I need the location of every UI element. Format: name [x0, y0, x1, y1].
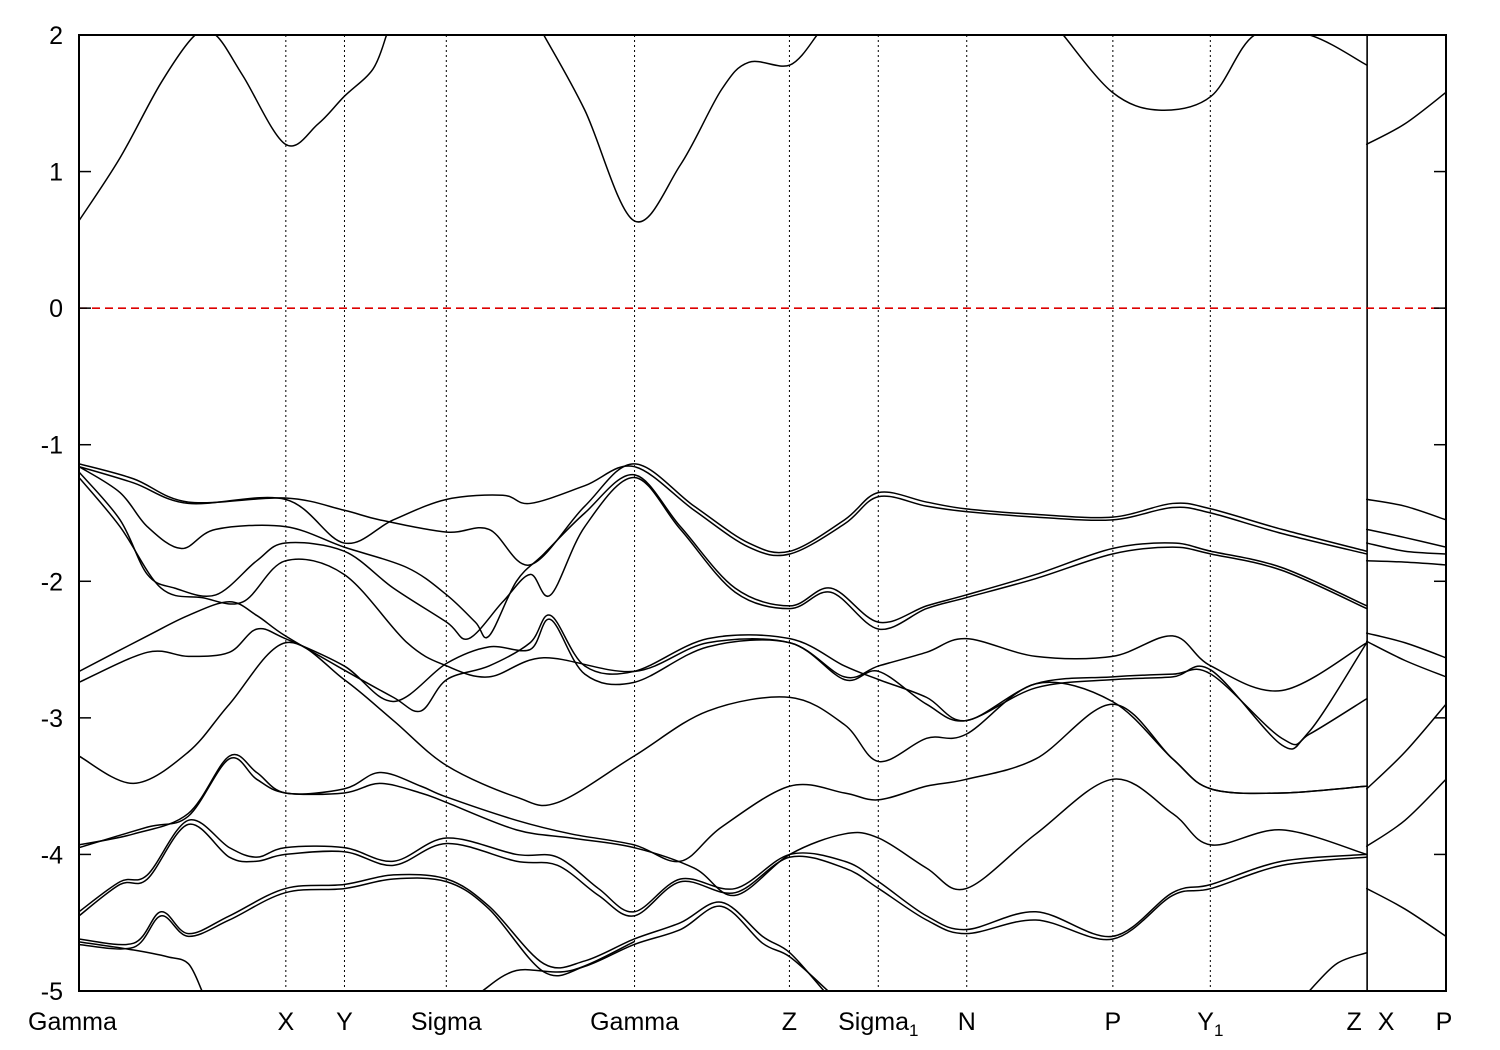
- x-tick-label: Z: [782, 1008, 797, 1036]
- band-line-9: [79, 476, 1368, 692]
- band-line-10: [79, 601, 1368, 746]
- band-line-18: [79, 877, 829, 991]
- y-tick-label: 2: [49, 22, 63, 50]
- band-line-17: [79, 873, 825, 991]
- band-line-3: [1062, 35, 1368, 111]
- y-tick-label: -3: [41, 705, 63, 733]
- band-line-4: [1365, 91, 1446, 146]
- band-line-11: [79, 618, 1368, 750]
- x-tick-label: Z: [1346, 1008, 1361, 1036]
- x-tick-label: P: [1436, 1008, 1453, 1036]
- x-tick-label: Y: [336, 1008, 353, 1036]
- band-line-6: [79, 465, 1368, 557]
- band-line-2: [543, 35, 818, 223]
- band-line-19: [79, 941, 203, 991]
- band-line-14: [79, 756, 1368, 897]
- band-line-22: [1365, 498, 1446, 521]
- y-tick-label: -4: [41, 841, 63, 869]
- x-tick-label: Gamma: [28, 1008, 117, 1036]
- x-tick-label: Gamma: [590, 1008, 679, 1036]
- band-line-23: [1365, 528, 1446, 548]
- band-line-30: [1365, 887, 1446, 938]
- band-line-8: [79, 471, 1368, 641]
- band-line-25: [1365, 560, 1446, 566]
- x-tick-label: Y1: [1197, 1008, 1223, 1040]
- y-tick-label: -2: [41, 568, 63, 596]
- x-tick-label: X: [1378, 1008, 1395, 1036]
- x-tick-label: Sigma1: [838, 1008, 918, 1040]
- band-line-26: [1365, 632, 1446, 659]
- band-line-5: [79, 463, 1368, 566]
- y-tick-label: -1: [41, 432, 63, 460]
- y-tick-label: 1: [49, 159, 63, 187]
- band-line-16: [79, 823, 1368, 941]
- band-line-15: [79, 819, 1368, 938]
- x-tick-label: N: [958, 1008, 976, 1036]
- x-tick-label: X: [277, 1008, 294, 1036]
- band-series: [79, 35, 1446, 991]
- band-line-24: [1365, 542, 1446, 555]
- y-tick-label: 0: [49, 295, 63, 323]
- band-line-1: [79, 35, 388, 222]
- x-tick-label: P: [1105, 1008, 1122, 1036]
- band-line-7: [79, 465, 1368, 639]
- band-line-29: [1365, 778, 1446, 847]
- band-line-21: [1308, 952, 1368, 991]
- axes: [78, 34, 1447, 992]
- x-tick-label: Sigma: [411, 1008, 482, 1036]
- y-tick-label: -5: [41, 978, 63, 1006]
- band-line-20: [481, 941, 635, 991]
- band-line-12: [79, 641, 1368, 807]
- band-line-13: [79, 703, 1368, 863]
- band-line-27: [1365, 640, 1446, 678]
- plot-frame: [78, 34, 1447, 992]
- gridlines: [285, 35, 1368, 991]
- band-line-28: [1365, 703, 1446, 790]
